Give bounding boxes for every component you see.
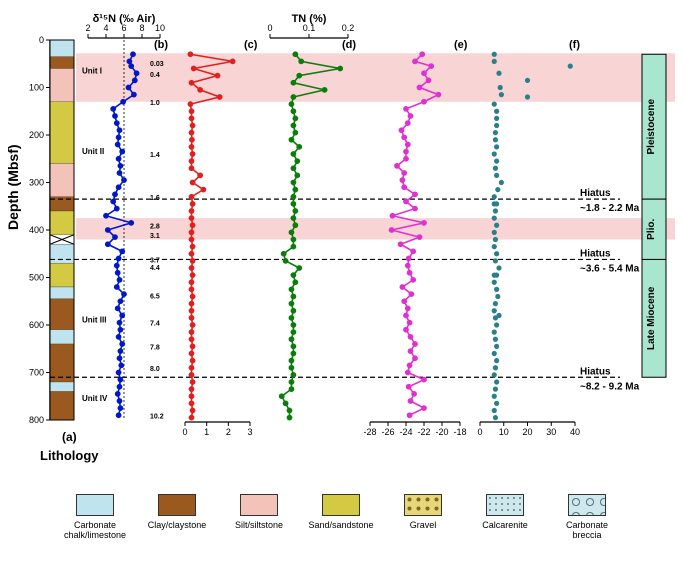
svg-text:10: 10 (499, 427, 509, 437)
legend-item: Carbonate chalk/limestone (60, 494, 130, 540)
svg-text:Unit II: Unit II (82, 147, 104, 156)
svg-text:1.6: 1.6 (150, 195, 160, 202)
svg-text:7.8: 7.8 (150, 344, 160, 351)
svg-text:TN (%): TN (%) (292, 13, 327, 25)
svg-text:Hiatus: Hiatus (580, 188, 611, 199)
svg-text:1: 1 (204, 427, 209, 437)
svg-text:0: 0 (39, 35, 44, 45)
multi-panel-figure: Depth (Mbsf) 0100200300400500600700800Un… (10, 10, 675, 490)
svg-text:-22: -22 (417, 427, 430, 437)
legend-label: Gravel (410, 520, 437, 530)
svg-text:C/N: C/N (518, 439, 537, 440)
svg-text:(e): (e) (454, 39, 468, 51)
svg-text:Plio.: Plio. (646, 219, 657, 240)
legend-label: Carbonate breccia (552, 520, 622, 540)
legend-label: Sand/sandstone (308, 520, 373, 530)
svg-text:Hiatus: Hiatus (580, 366, 611, 377)
svg-text:100: 100 (29, 83, 44, 93)
legend-label: Calcarenite (482, 520, 528, 530)
svg-text:-24: -24 (399, 427, 412, 437)
svg-text:0: 0 (477, 427, 482, 437)
lithology-legend: Carbonate chalk/limestone Clay/claystone S… (10, 494, 675, 540)
legend-label: Clay/claystone (148, 520, 207, 530)
svg-text:200: 200 (29, 130, 44, 140)
svg-text:~3.6 - 5.4 Ma: ~3.6 - 5.4 Ma (580, 263, 640, 274)
svg-text:0.2: 0.2 (342, 23, 355, 33)
svg-text:6.5: 6.5 (150, 294, 160, 301)
svg-text:3: 3 (247, 427, 252, 437)
y-axis-label: Depth (Mbsf) (5, 144, 21, 230)
svg-text:Unit IV: Unit IV (82, 394, 108, 403)
svg-text:(c): (c) (244, 39, 258, 51)
svg-text:0.03: 0.03 (150, 61, 164, 68)
svg-text:(f): (f) (569, 39, 580, 51)
svg-text:-26: -26 (381, 427, 394, 437)
legend-item: Silt/siltstone (224, 494, 294, 530)
plot-svg: 0100200300400500600700800Unit IUnit IIUn… (10, 10, 675, 440)
svg-text:0: 0 (182, 427, 187, 437)
svg-text:30: 30 (546, 427, 556, 437)
svg-text:Unit I: Unit I (82, 66, 102, 75)
legend-item: Calcarenite (470, 494, 540, 530)
svg-text:-18: -18 (453, 427, 466, 437)
svg-text:10: 10 (155, 23, 165, 33)
svg-text:300: 300 (29, 178, 44, 188)
panel-letter-a: (a) (62, 430, 77, 444)
svg-text:1.0: 1.0 (150, 100, 160, 107)
legend-label: Silt/siltstone (235, 520, 283, 530)
svg-text:2.8: 2.8 (150, 223, 160, 230)
svg-text:400: 400 (29, 225, 44, 235)
svg-text:3.1: 3.1 (150, 233, 160, 240)
legend-item: Sand/sandstone (306, 494, 376, 530)
svg-text:δ¹³C (‰ VPDB): δ¹³C (‰ VPDB) (377, 439, 454, 440)
svg-text:Pleistocene: Pleistocene (646, 98, 657, 154)
lithology-title: Lithology (40, 448, 99, 463)
svg-text:δ¹⁵N (‰ Air): δ¹⁵N (‰ Air) (93, 13, 156, 25)
svg-text:0: 0 (267, 23, 272, 33)
svg-text:-20: -20 (435, 427, 448, 437)
legend-item: Clay/claystone (142, 494, 212, 530)
svg-text:800: 800 (29, 415, 44, 425)
svg-text:(d): (d) (342, 39, 356, 51)
legend-item: Carbonate breccia (552, 494, 622, 540)
svg-text:40: 40 (570, 427, 580, 437)
legend-item: Gravel (388, 494, 458, 530)
svg-text:1.4: 1.4 (150, 152, 160, 159)
svg-text:TOC (%): TOC (%) (196, 439, 240, 440)
svg-text:~8.2 - 9.2 Ma: ~8.2 - 9.2 Ma (580, 381, 640, 392)
svg-text:Hiatus: Hiatus (580, 248, 611, 259)
svg-text:700: 700 (29, 368, 44, 378)
svg-text:~1.8 - 2.2 Ma: ~1.8 - 2.2 Ma (580, 203, 640, 214)
svg-text:600: 600 (29, 320, 44, 330)
svg-text:0.4: 0.4 (150, 72, 160, 79)
svg-text:Late Miocene: Late Miocene (646, 286, 657, 350)
svg-text:7.4: 7.4 (150, 321, 160, 328)
legend-label: Carbonate chalk/limestone (60, 520, 130, 540)
svg-text:2: 2 (85, 23, 90, 33)
svg-text:8.0: 8.0 (150, 366, 160, 373)
svg-text:10.2: 10.2 (150, 413, 164, 420)
svg-text:500: 500 (29, 273, 44, 283)
svg-text:4.4: 4.4 (150, 265, 160, 272)
svg-text:(b): (b) (154, 39, 168, 51)
svg-text:20: 20 (522, 427, 532, 437)
svg-text:-28: -28 (363, 427, 376, 437)
svg-text:3.7: 3.7 (150, 257, 160, 264)
svg-text:Unit III: Unit III (82, 316, 106, 325)
svg-text:2: 2 (226, 427, 231, 437)
